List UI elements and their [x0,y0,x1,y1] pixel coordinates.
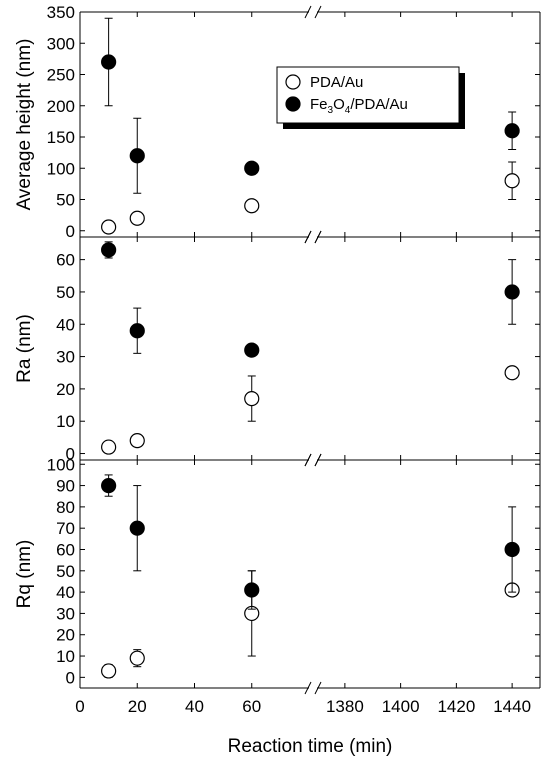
x-tick-label: 0 [75,697,84,716]
x-tick-label: 1440 [493,697,531,716]
x-axis-title: Reaction time (min) [228,736,393,757]
axis-break-mark [304,230,312,244]
y-tick-label: 250 [47,66,75,85]
y-tick-label: 350 [47,3,75,22]
axis-break-mark [314,453,322,467]
legend-marker-pda-au [285,74,301,90]
x-tick-label: 40 [185,697,204,716]
y-tick-label: 100 [47,159,75,178]
y-tick-label: 90 [56,477,75,496]
data-point-pda-au [101,439,117,455]
y-axis-title: Rq (nm) [14,540,35,609]
y-tick-label: 50 [56,191,75,210]
panel-3: 0 10 20 30 40 50 60 70 80 90 100 Rq (nm) [14,453,541,695]
axis-break-mark [314,230,322,244]
axis-break-mark [314,681,322,695]
y-tick-label: 0 [66,668,75,687]
data-point-fe3o4-pda-au [101,54,117,70]
y-tick-label: 80 [56,498,75,517]
y-tick-label: 200 [47,97,75,116]
x-tick-label: 1420 [437,697,475,716]
legend-label-pda-au: PDA/Au [310,74,363,91]
axis-break-mark [304,5,312,19]
data-point-fe3o4-pda-au [129,148,145,164]
axis-break-mark [304,453,312,467]
y-tick-label: 20 [56,626,75,645]
data-point-pda-au [244,198,260,214]
data-point-fe3o4-pda-au [244,160,260,176]
legend: PDA/Au Fe3O4/PDA/Au [276,66,465,129]
data-point-fe3o4-pda-au [129,520,145,536]
y-tick-label: 50 [56,562,75,581]
y-tick-label: 0 [66,445,75,464]
y-tick-label: 10 [56,412,75,431]
data-point-fe3o4-pda-au [101,477,117,494]
axis-break-mark [304,681,312,695]
x-tick-label: 1380 [326,697,364,716]
y-tick-label: 60 [56,540,75,559]
y-tick-label: 40 [56,315,75,334]
data-point-pda-au [129,433,145,449]
y-axis-title: Average height (nm) [14,39,35,211]
data-point-fe3o4-pda-au [244,582,260,598]
data-point-pda-au [129,650,145,666]
y-tick-label: 50 [56,283,75,302]
y-axis-title: Ra (nm) [14,314,35,383]
legend-marker-fe3o4-pda-au [285,96,301,112]
y-tick-label: 40 [56,583,75,602]
y-tick-label: 20 [56,380,75,399]
data-point-pda-au [129,210,145,226]
data-point-fe3o4-pda-au [504,123,520,139]
y-tick-label: 150 [47,128,75,147]
panel-2: 0 10 20 30 40 50 60 Ra (nm) [14,230,541,467]
y-tick-label: 30 [56,604,75,623]
y-tick-label: 60 [56,251,75,270]
data-point-pda-au [101,663,117,679]
axis-break-mark [314,5,322,19]
y-tick-label: 300 [47,34,75,53]
data-point-pda-au [101,219,117,235]
x-tick-label: 20 [128,697,147,716]
y-tick-label: 10 [56,647,75,666]
data-point-pda-au [504,365,520,381]
data-point-fe3o4-pda-au [129,323,145,339]
data-point-pda-au [244,390,260,407]
panel-1: 0 50 100 150 200 250 300 350 Average height (nm) [14,3,541,244]
data-point-fe3o4-pda-au [504,541,520,558]
y-tick-label: 30 [56,348,75,367]
legend-box [276,66,460,124]
data-point-fe3o4-pda-au [244,342,260,358]
y-tick-label: 0 [66,222,75,241]
data-point-fe3o4-pda-au [504,284,520,300]
legend-label-fe3o4-pda-au: Fe3O4/PDA/Au [310,96,408,116]
x-tick-label: 1400 [382,697,420,716]
y-tick-label: 70 [56,519,75,538]
data-point-fe3o4-pda-au [101,242,117,258]
data-point-pda-au [504,173,520,189]
y-tick-label: 100 [47,455,75,474]
x-tick-label: 60 [242,697,261,716]
